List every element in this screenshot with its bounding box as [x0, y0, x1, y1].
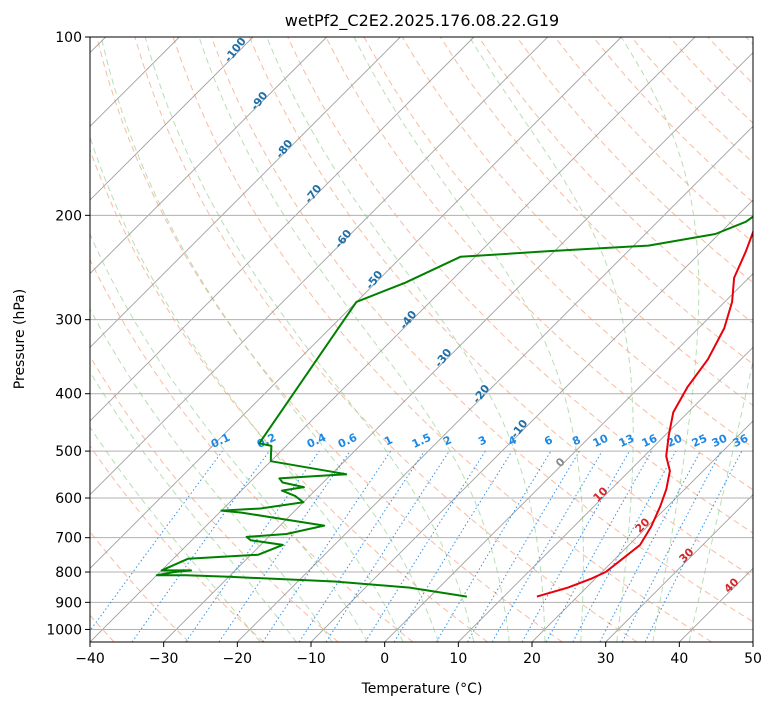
y-tick-label: 400 — [55, 387, 82, 403]
isotherm-line — [90, 37, 401, 348]
mixing-ratio-label: 30 — [710, 432, 730, 450]
x-tick-label: 0 — [380, 651, 389, 667]
x-tick-label: 30 — [597, 651, 615, 667]
y-tick-label: 300 — [55, 313, 82, 329]
x-tick-label: −30 — [149, 651, 179, 667]
mixing-ratio-line — [131, 450, 270, 642]
dry-adiabat-line — [325, 37, 753, 491]
mixing-ratio-line — [218, 450, 351, 642]
moist-adiabat-line — [620, 37, 700, 642]
mixing-ratio-label: 36 — [731, 432, 751, 450]
moist-adiabat-line — [353, 37, 584, 642]
isotherm-line — [90, 37, 696, 642]
isotherm-line — [310, 199, 753, 642]
y-tick-label: 900 — [55, 595, 82, 611]
mixing-ratio-label: 13 — [617, 432, 636, 450]
mixing-ratio-line — [521, 450, 630, 642]
isotherm-line — [90, 37, 548, 496]
mixing-ratio-line — [185, 450, 320, 642]
y-tick-label: 100 — [55, 30, 82, 46]
dry-adiabat-line — [210, 37, 753, 623]
isotherm-line — [531, 420, 753, 642]
moist-adiabat-line — [100, 37, 439, 642]
moist-adiabat-line — [90, 426, 261, 642]
x-tick-label: 10 — [449, 651, 467, 667]
moist-adiabat-line — [198, 37, 510, 642]
profile-series — [155, 215, 753, 598]
dry-adiabat-line — [90, 445, 264, 642]
y-tick-label: 600 — [55, 491, 82, 507]
moist-adiabat-line — [90, 308, 333, 642]
isotherm-line — [605, 494, 753, 642]
mixing-ratio-line — [545, 450, 653, 642]
x-axis-label: Temperature (°C) — [361, 681, 483, 697]
dry-adiabat-line — [172, 37, 712, 642]
isotherm-line — [90, 37, 622, 569]
moist-adiabat-line — [688, 358, 753, 642]
isotherm-line — [90, 37, 475, 422]
x-tick-label: 40 — [670, 651, 688, 667]
y-axis-label: Pressure (hPa) — [12, 289, 28, 389]
isotherm-line — [90, 37, 254, 201]
x-tick-label: −20 — [223, 651, 253, 667]
x-tick-label: 20 — [523, 651, 541, 667]
isotherm-line — [752, 641, 753, 642]
dry-adiabat-line — [90, 355, 339, 642]
mixing-ratio-line — [325, 450, 450, 642]
y-tick-label: 200 — [55, 208, 82, 224]
mixing-ratio-line — [644, 450, 743, 642]
mixing-ratio-line — [572, 450, 677, 642]
plot-frame — [89, 36, 754, 643]
dry-adiabat-line — [516, 37, 753, 284]
dry-adiabat-line — [249, 37, 753, 578]
y-tick-label: 1000 — [46, 622, 82, 638]
y-tick-label: 500 — [55, 444, 82, 460]
mixing-ratio-label: 10 — [591, 432, 611, 450]
isotherm-line — [163, 52, 753, 642]
dry-adiabat-line — [96, 37, 563, 642]
chart-title: wetPf2_C2E2.2025.176.08.22.G19 — [285, 11, 559, 31]
mixing-ratio-line — [262, 450, 392, 642]
mixing-ratio-label: 16 — [640, 432, 660, 450]
moist-adiabat-line — [90, 232, 369, 642]
mixing-ratio-line — [298, 450, 425, 642]
x-tick-label: −10 — [296, 651, 326, 667]
x-axis-ticks: −40 −30 −20 −10 0 10 20 30 40 50 — [75, 642, 762, 667]
dry-adiabat-line — [287, 37, 753, 534]
isotherm-line — [237, 125, 753, 642]
dewpoint-profile-line — [155, 215, 753, 598]
moist-adiabat-line — [90, 370, 297, 642]
moist-adiabat-line — [144, 37, 475, 642]
x-tick-label: 50 — [744, 651, 762, 667]
mixing-ratio-line — [393, 450, 513, 642]
y-axis-ticks: 100 200 300 400 500 600 700 800 900 1000 — [46, 30, 90, 638]
dry-adiabat-line — [90, 258, 414, 642]
mixing-ratio-label: 25 — [690, 432, 709, 450]
isotherm-line — [90, 37, 327, 275]
mixing-ratio-line — [90, 450, 223, 632]
dry-adiabat-line — [134, 37, 638, 642]
moist-adiabat-line — [266, 37, 546, 642]
mixing-ratio-label: 20 — [665, 432, 685, 450]
isotherm-line — [384, 273, 753, 642]
temperature-profile-line — [536, 229, 753, 598]
isotherm-line — [458, 346, 753, 642]
y-tick-label: 700 — [55, 531, 82, 547]
y-tick-label: 800 — [55, 565, 82, 581]
x-tick-label: −40 — [75, 651, 105, 667]
